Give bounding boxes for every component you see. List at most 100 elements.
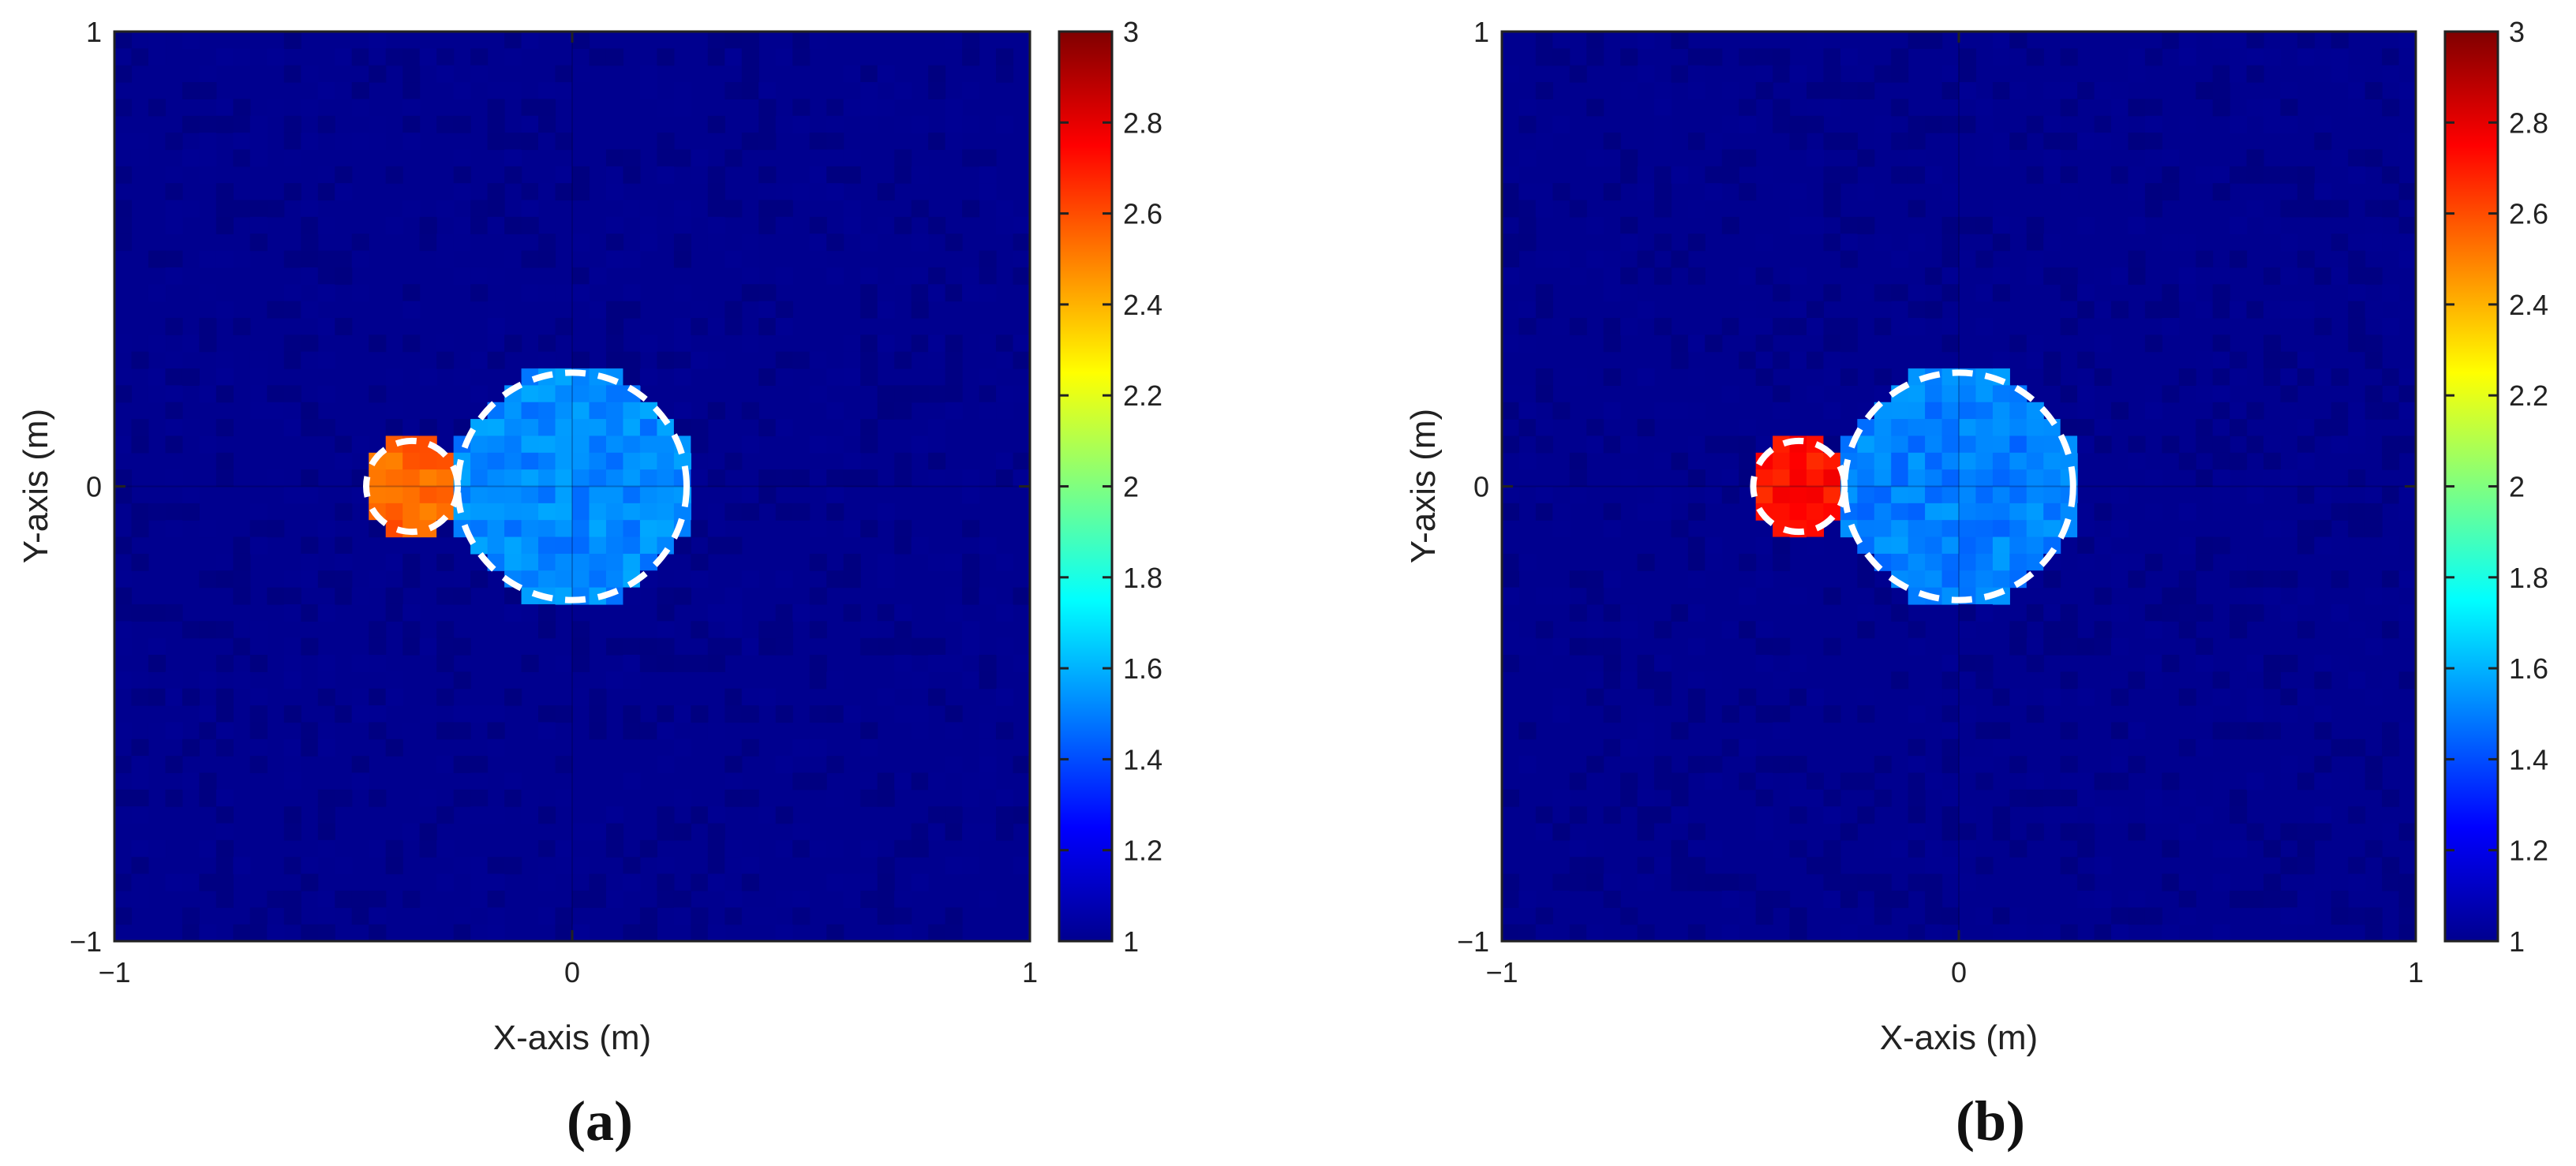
- heatmap-cell: [504, 520, 522, 538]
- heatmap-cell: [215, 385, 234, 403]
- heatmap-cell: [673, 705, 691, 723]
- heatmap-cell: [131, 890, 149, 908]
- heatmap-cell: [741, 32, 759, 49]
- heatmap-cell: [741, 857, 759, 875]
- heatmap-cell: [962, 789, 980, 807]
- heatmap-cell: [605, 402, 624, 420]
- heatmap-cell: [1739, 301, 1757, 319]
- heatmap-cell: [182, 115, 200, 133]
- heatmap-cell: [572, 503, 590, 521]
- heatmap-cell: [385, 452, 403, 470]
- heatmap-cell: [165, 419, 183, 437]
- heatmap-cell: [1992, 419, 2010, 437]
- heatmap-cell: [691, 351, 709, 369]
- heatmap-cell: [317, 570, 335, 589]
- colorbar-tick-label: 2.4: [1123, 289, 1163, 321]
- heatmap-cell: [2382, 722, 2400, 740]
- heatmap-cell: [1586, 857, 1604, 875]
- heatmap-cell: [639, 722, 658, 740]
- heatmap-cell: [2043, 133, 2061, 151]
- heatmap-cell: [2077, 637, 2095, 656]
- heatmap-cell: [2212, 183, 2230, 201]
- heatmap-cell: [724, 604, 743, 622]
- heatmap-cell: [623, 452, 641, 470]
- heatmap-cell: [809, 772, 827, 790]
- heatmap-cell: [2331, 570, 2349, 589]
- heatmap-cell: [2144, 99, 2162, 117]
- heatmap-cell: [114, 99, 133, 117]
- heatmap-cell: [1687, 334, 1705, 353]
- heatmap-cell: [165, 873, 183, 891]
- heatmap-cell: [1891, 133, 1909, 151]
- heatmap-cell: [182, 419, 200, 437]
- heatmap-cell: [419, 216, 437, 234]
- heatmap-cell: [809, 655, 827, 672]
- heatmap-cell: [1823, 705, 1841, 723]
- heatmap-cell: [691, 705, 709, 723]
- heatmap-cell: [1603, 520, 1621, 538]
- heatmap-cell: [1755, 334, 1773, 353]
- heatmap-cell: [894, 671, 912, 690]
- heatmap-cell: [1941, 284, 1960, 302]
- heatmap-cell: [215, 621, 234, 639]
- heatmap-cell: [996, 823, 1014, 841]
- heatmap-cell: [1755, 890, 1773, 908]
- heatmap-cell: [911, 637, 929, 656]
- heatmap-cell: [962, 857, 980, 875]
- heatmap-cell: [555, 317, 573, 335]
- heatmap-cell: [2128, 216, 2146, 234]
- heatmap-cell: [1535, 133, 1553, 151]
- heatmap-cell: [283, 637, 301, 656]
- heatmap-cell: [351, 133, 369, 151]
- heatmap-cell: [2026, 419, 2044, 437]
- heatmap-cell: [487, 503, 505, 521]
- heatmap-cell: [996, 688, 1014, 706]
- heatmap-cell: [605, 486, 624, 504]
- heatmap-cell: [673, 503, 691, 521]
- heatmap-cell: [165, 166, 183, 184]
- heatmap-cell: [1755, 82, 1773, 100]
- heatmap-cell: [2077, 82, 2095, 100]
- heatmap-cell: [1502, 553, 1520, 571]
- heatmap-cell: [1552, 806, 1571, 824]
- heatmap-cell: [385, 419, 403, 437]
- heatmap-cell: [860, 772, 878, 790]
- heatmap-cell: [317, 216, 335, 234]
- heatmap-cell: [2398, 671, 2416, 690]
- heatmap-cell: [894, 115, 912, 133]
- heatmap-cell: [1502, 267, 1520, 285]
- heatmap-cell: [1671, 873, 1689, 891]
- heatmap-cell: [283, 183, 301, 201]
- heatmap-cell: [2094, 267, 2112, 285]
- heatmap-cell: [2026, 553, 2044, 571]
- heatmap-cell: [453, 216, 471, 234]
- heatmap-cell: [1908, 234, 1926, 252]
- heatmap-cell: [724, 200, 743, 218]
- heatmap-cell: [2144, 671, 2162, 690]
- heatmap-cell: [2060, 671, 2078, 690]
- heatmap-cell: [1925, 419, 1943, 437]
- heatmap-cell: [2060, 267, 2078, 285]
- heatmap-cell: [2212, 99, 2230, 117]
- heatmap-cell: [402, 570, 421, 589]
- heatmap-cell: [572, 351, 590, 369]
- heatmap-cell: [1603, 503, 1621, 521]
- heatmap-cell: [2331, 890, 2349, 908]
- heatmap-cell: [1773, 48, 1791, 66]
- heatmap-cell: [385, 587, 403, 605]
- heatmap-cell: [1823, 334, 1841, 353]
- heatmap-cell: [589, 536, 607, 555]
- heatmap-cell: [1857, 503, 1875, 521]
- heatmap-cell: [707, 351, 725, 369]
- heatmap-cell: [1857, 216, 1875, 234]
- heatmap-cell: [1874, 452, 1892, 470]
- heatmap-cell: [996, 334, 1014, 353]
- heatmap-cell: [2043, 452, 2061, 470]
- heatmap-cell: [131, 553, 149, 571]
- heatmap-cell: [2230, 806, 2248, 824]
- colorbar-tick-label: 2.6: [2509, 198, 2548, 230]
- heatmap-cell: [2162, 317, 2180, 335]
- heatmap-cell: [572, 924, 590, 941]
- heatmap-cell: [301, 722, 319, 740]
- heatmap-cell: [538, 419, 556, 437]
